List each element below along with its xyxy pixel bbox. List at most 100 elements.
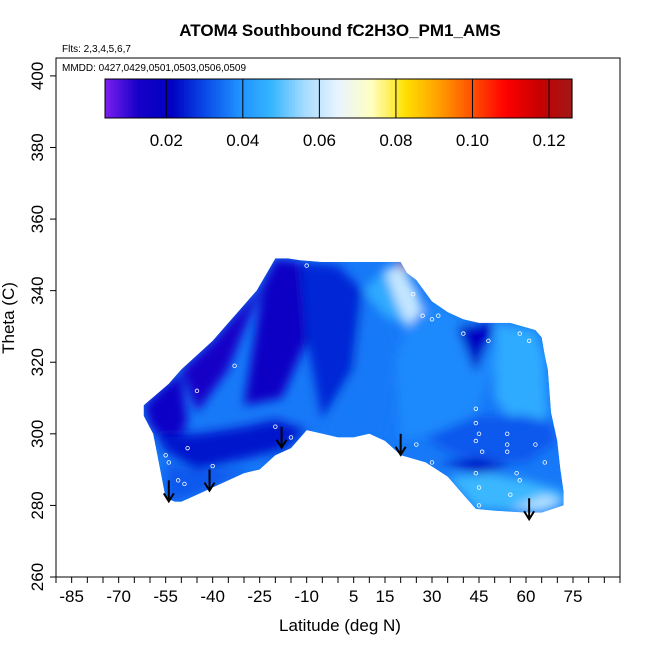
x-tick-label: -70 (106, 587, 131, 606)
colorbar-segment (569, 79, 573, 118)
y-tick-label: 300 (28, 420, 47, 448)
sample-point (479, 449, 485, 454)
colorbar-segment (271, 79, 275, 118)
colorbar-segment (420, 79, 424, 118)
x-tick-label: 15 (376, 587, 395, 606)
colorbar-segment (207, 79, 211, 118)
colorbar-segment (283, 79, 287, 118)
colorbar-segment (128, 79, 132, 118)
colorbar-segment (186, 79, 191, 118)
colorbar-segment (391, 79, 395, 118)
sample-point (304, 263, 309, 268)
colorbar-segment (344, 79, 348, 118)
colorbar-segment (496, 79, 500, 118)
x-tick-label: 30 (423, 587, 442, 606)
colorbar-segment (426, 79, 430, 118)
colorbar-segment (303, 79, 307, 118)
flight-arrow (203, 469, 216, 493)
colorbar-segment (417, 79, 421, 118)
colorbar-segment (215, 79, 220, 118)
x-axis-label: Latitude (deg N) (279, 616, 401, 635)
colorbar-segment (236, 79, 240, 118)
colorbar-segment (516, 79, 521, 118)
colorbar-segment (539, 79, 544, 118)
colorbar-segment (396, 79, 401, 118)
colorbar: 0.02 0.04 0.06 0.08 0.10 0.12 (104, 78, 573, 150)
colorbar-segment (259, 79, 264, 118)
colorbar-segment (192, 79, 197, 118)
colorbar-segment (466, 79, 471, 118)
colorbar-segment (563, 79, 567, 118)
colorbar-segment (224, 79, 229, 118)
colorbar-segment (554, 79, 559, 118)
colorbar-segment (528, 79, 532, 118)
colorbar-segment (536, 79, 541, 118)
sample-point (533, 442, 538, 447)
colorbar-segment (440, 79, 445, 118)
sample-point (163, 453, 168, 458)
colorbar-segment (437, 79, 442, 118)
sample-point (517, 331, 522, 336)
colorbar-segment (542, 79, 547, 118)
colorbar-segment (245, 79, 249, 118)
colorbar-segment (458, 79, 462, 118)
colorbar-segment (408, 79, 413, 118)
colorbar-segment (522, 79, 526, 118)
colorbar-segment (277, 79, 281, 118)
colorbar-segment (501, 79, 506, 118)
colorbar-segment (262, 79, 267, 118)
colorbar-segment (545, 79, 550, 118)
colorbar-segment (452, 79, 456, 118)
colorbar-segment (125, 79, 129, 118)
sample-point (461, 331, 466, 336)
colorbar-segment (315, 79, 319, 118)
colorbar-segment (385, 79, 389, 118)
sample-point (414, 442, 419, 447)
colorbar-segment (294, 79, 299, 118)
sample-point (476, 503, 482, 508)
colorbar-segment (218, 79, 223, 118)
colorbar-segment (160, 79, 164, 118)
colorbar-segment (227, 79, 232, 118)
y-tick-label: 380 (28, 133, 47, 161)
colorbar-segment (320, 79, 325, 118)
sample-point (185, 445, 190, 451)
colorbar-segment (175, 79, 179, 118)
colorbar-segment (376, 79, 380, 118)
x-tick-label: -55 (153, 587, 178, 606)
colorbar-segment (265, 79, 270, 118)
colorbar-segment (309, 79, 313, 118)
y-tick-label: 400 (28, 62, 47, 90)
colorbar-segment (551, 79, 556, 118)
sample-point (476, 485, 482, 490)
heatmap-patch (143, 373, 188, 445)
x-tick-label: 45 (470, 587, 489, 606)
x-axis: -85 -70 -55 -40 -25 -10 5 15 30 45 60 75 (55, 577, 621, 606)
heatmap-patch (156, 419, 307, 470)
sample-point (505, 431, 510, 437)
colorbar-segment (455, 79, 459, 118)
colorbar-tick-label: 0.10 (456, 131, 489, 150)
colorbar-tick-label: 0.12 (532, 131, 565, 150)
colorbar-segment (350, 79, 354, 118)
colorbar-segment (221, 79, 226, 118)
colorbar-segment (443, 79, 448, 118)
flight-arrows (162, 426, 535, 522)
heatmap-patch (385, 265, 426, 327)
colorbar-segment (356, 79, 360, 118)
colorbar-segment (464, 79, 468, 118)
colorbar-segment (481, 79, 486, 118)
colorbar-segment (382, 79, 386, 118)
x-tick-label: 5 (349, 587, 358, 606)
colorbar-segment (119, 79, 124, 118)
colorbar-segment (332, 79, 337, 118)
colorbar-segment (198, 79, 202, 118)
heatmap-patch (457, 322, 495, 373)
colorbar-segment (507, 79, 512, 118)
x-tick-label: 60 (517, 587, 536, 606)
flights-annotation: Flts: 2,3,4,5,6,7 (62, 44, 131, 55)
colorbar-segment (531, 79, 535, 118)
chart-title: ATOM4 Southbound fC2H3O_PM1_AMS (179, 21, 500, 40)
colorbar-segment (105, 79, 109, 118)
sample-point (486, 338, 491, 343)
